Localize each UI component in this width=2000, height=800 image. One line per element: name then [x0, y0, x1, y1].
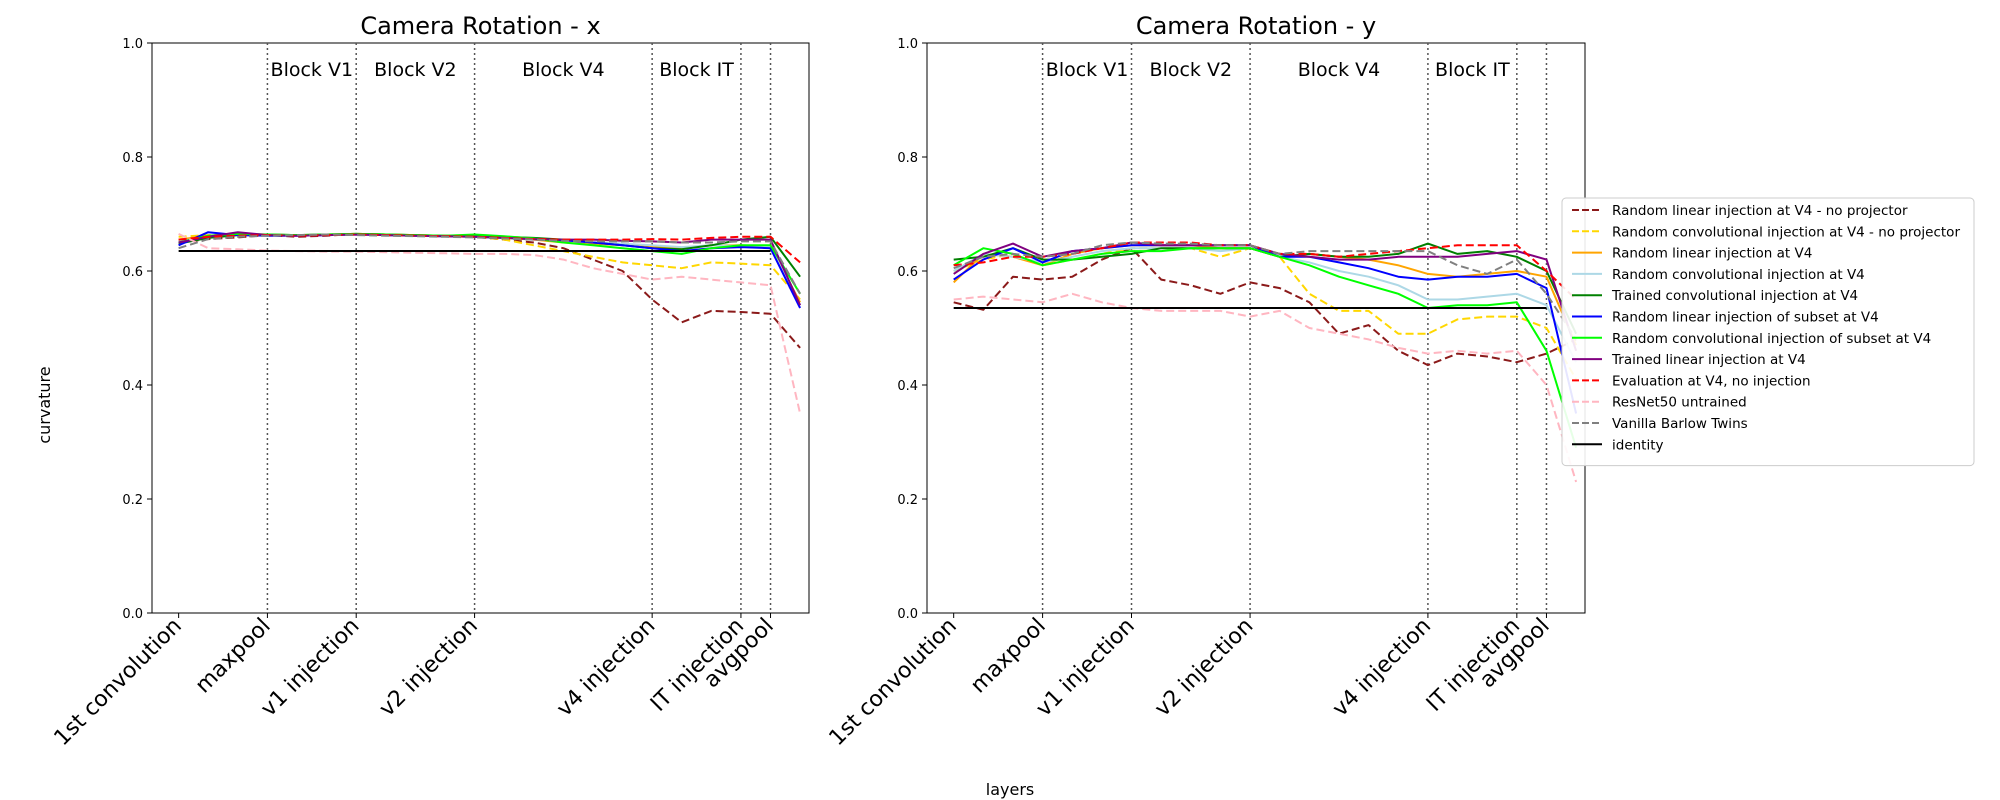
y-tick-label: 1.0: [122, 37, 143, 52]
legend-entry: Random linear injection of subset at V4: [1612, 310, 1879, 326]
plot-frame: [926, 42, 1586, 614]
y-tick-label: 0.4: [122, 379, 143, 394]
series-line: [178, 232, 801, 303]
legend-entry: Random convolutional injection of subset…: [1612, 331, 1931, 347]
y-tick-label: 0.2: [897, 493, 918, 508]
legend-entry: Trained convolutional injection at V4: [1611, 288, 1858, 304]
x-tick-label: v2 injection: [1150, 614, 1258, 722]
series-line: [953, 247, 1578, 448]
legend-entry: Random linear injection at V4 - no proje…: [1612, 203, 1908, 219]
x-tick-label: 1st convolution: [50, 614, 187, 751]
series-line: [953, 247, 1577, 367]
legend-entry: Random linear injection at V4: [1612, 246, 1812, 262]
y-tick-label: 0.4: [897, 379, 918, 394]
x-tick-label: 1st convolution: [825, 614, 962, 751]
block-label: Block V4: [522, 59, 605, 81]
series-line: [178, 233, 801, 295]
x-tick-label: v4 injection: [552, 614, 660, 722]
x-tick-label: v4 injection: [1328, 614, 1436, 722]
y-tick-label: 0.8: [122, 151, 143, 166]
x-tick-label: v2 injection: [375, 614, 483, 722]
x-tick-label: maxpool: [191, 614, 276, 699]
chart-panel-y: Camera Rotation - y 0.0 0.2 0.4 0.6 0.8 1.0 Blo…: [825, 12, 1586, 751]
legend-frame: [1561, 197, 1975, 467]
series-line: [953, 292, 1578, 483]
block-label: Block V1: [271, 59, 354, 81]
chart-title: Camera Rotation - y: [1136, 12, 1376, 40]
legend-entry: identity: [1612, 437, 1664, 453]
y-tick-label: 0.6: [897, 265, 918, 280]
y-tick-label: 0.2: [122, 493, 143, 508]
block-label: Block IT: [659, 59, 734, 81]
y-tick-label: 1.0: [897, 37, 918, 52]
series-line: [178, 231, 801, 309]
legend: Random linear injection at V4 - no proje…: [1561, 197, 1975, 467]
y-tick-label: 0.0: [897, 607, 918, 622]
plot-frame: [151, 42, 810, 614]
legend-entry: Evaluation at V4, no injection: [1612, 373, 1811, 389]
block-label: Block V2: [1150, 59, 1233, 81]
series-line: [178, 232, 802, 414]
series-line: [953, 242, 1578, 335]
block-label: Block V4: [1298, 59, 1381, 81]
x-axis-label: layers: [986, 780, 1034, 799]
y-axis-label: curvature: [35, 366, 54, 443]
chart-panel-x: Camera Rotation - x 0.0 0.2 0.4 0.6 0.8 1.0 Blo…: [50, 12, 810, 751]
legend-entry: Random convolutional injection at V4 - n…: [1612, 224, 1960, 240]
series-line: [953, 244, 1578, 414]
y-tick-label: 0.8: [897, 151, 918, 166]
block-label: Block IT: [1435, 59, 1510, 81]
legend-entry: Random convolutional injection at V4: [1612, 267, 1865, 283]
legend-entry: ResNet50 untrained: [1612, 395, 1747, 411]
chart-title: Camera Rotation - x: [360, 12, 600, 40]
y-tick-label: 0.0: [122, 607, 143, 622]
x-tick-label: maxpool: [966, 614, 1051, 699]
y-tick-label: 0.6: [122, 265, 143, 280]
block-label: Block V2: [374, 59, 457, 81]
legend-entry: Vanilla Barlow Twins: [1612, 416, 1748, 432]
series-line: [178, 233, 801, 264]
legend-entry: Trained linear injection at V4: [1611, 352, 1806, 368]
block-label: Block V1: [1046, 59, 1129, 81]
series-line: [178, 233, 801, 301]
series-line: [953, 241, 1577, 340]
